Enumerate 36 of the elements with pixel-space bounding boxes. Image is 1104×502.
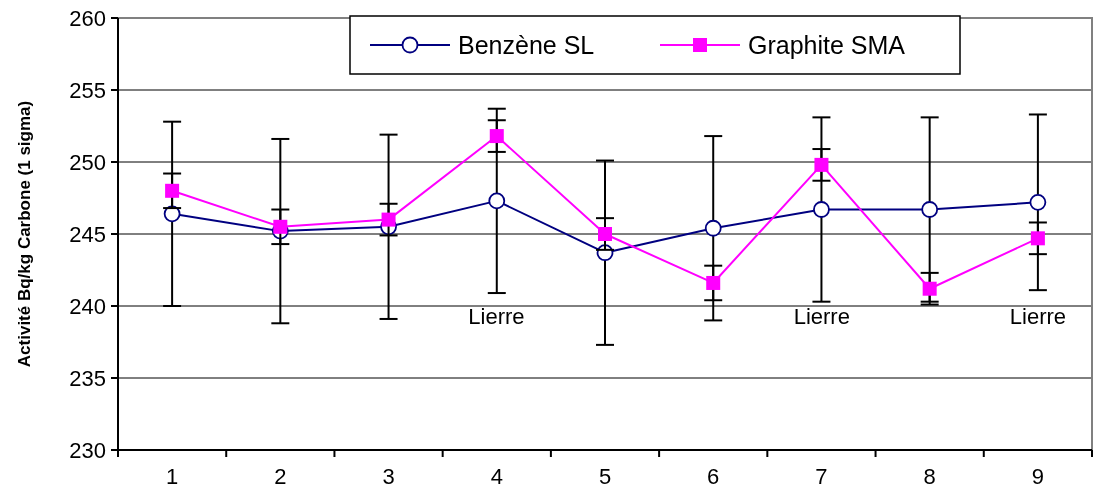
- point: [489, 129, 504, 144]
- y-tick-label: 245: [69, 221, 106, 247]
- x-tick-label: 7: [815, 464, 828, 489]
- point: [273, 219, 288, 234]
- x-tick-label: 2: [274, 464, 287, 489]
- annotation: Lierre: [1009, 303, 1067, 329]
- annotation: Lierre: [793, 303, 850, 329]
- point: [1029, 193, 1047, 211]
- x-tick-label: 4: [490, 464, 503, 489]
- point: [1030, 231, 1045, 246]
- x-tick-label: 6: [707, 464, 720, 489]
- x-tick-label: 5: [598, 464, 612, 489]
- x-tick-label: 1: [165, 464, 179, 489]
- point: [165, 183, 180, 198]
- y-tick-label: 260: [69, 5, 106, 31]
- point: [488, 192, 506, 210]
- y-axis-title: Activité Bq/kg Carbone (1 sigma): [15, 100, 34, 368]
- y-tick-label: 255: [69, 77, 106, 103]
- legend-label: Graphite SMA: [748, 30, 906, 59]
- annotation: Lierre: [468, 303, 525, 329]
- x-tick-label: 8: [923, 464, 936, 489]
- point: [598, 227, 612, 241]
- y-tick-label: 250: [69, 149, 106, 175]
- point: [921, 201, 939, 218]
- point: [814, 157, 829, 172]
- point: [381, 212, 396, 227]
- point: [813, 201, 830, 218]
- x-tick-label: 9: [1031, 464, 1045, 489]
- x-tick-label: 3: [382, 464, 395, 489]
- y-tick-label: 230: [69, 437, 106, 463]
- y-tick-label: 235: [69, 365, 106, 391]
- point: [706, 275, 721, 290]
- point: [922, 281, 937, 296]
- y-tick-label: 240: [69, 293, 106, 319]
- legend-label: Benzène SL: [458, 30, 595, 59]
- point: [704, 219, 722, 237]
